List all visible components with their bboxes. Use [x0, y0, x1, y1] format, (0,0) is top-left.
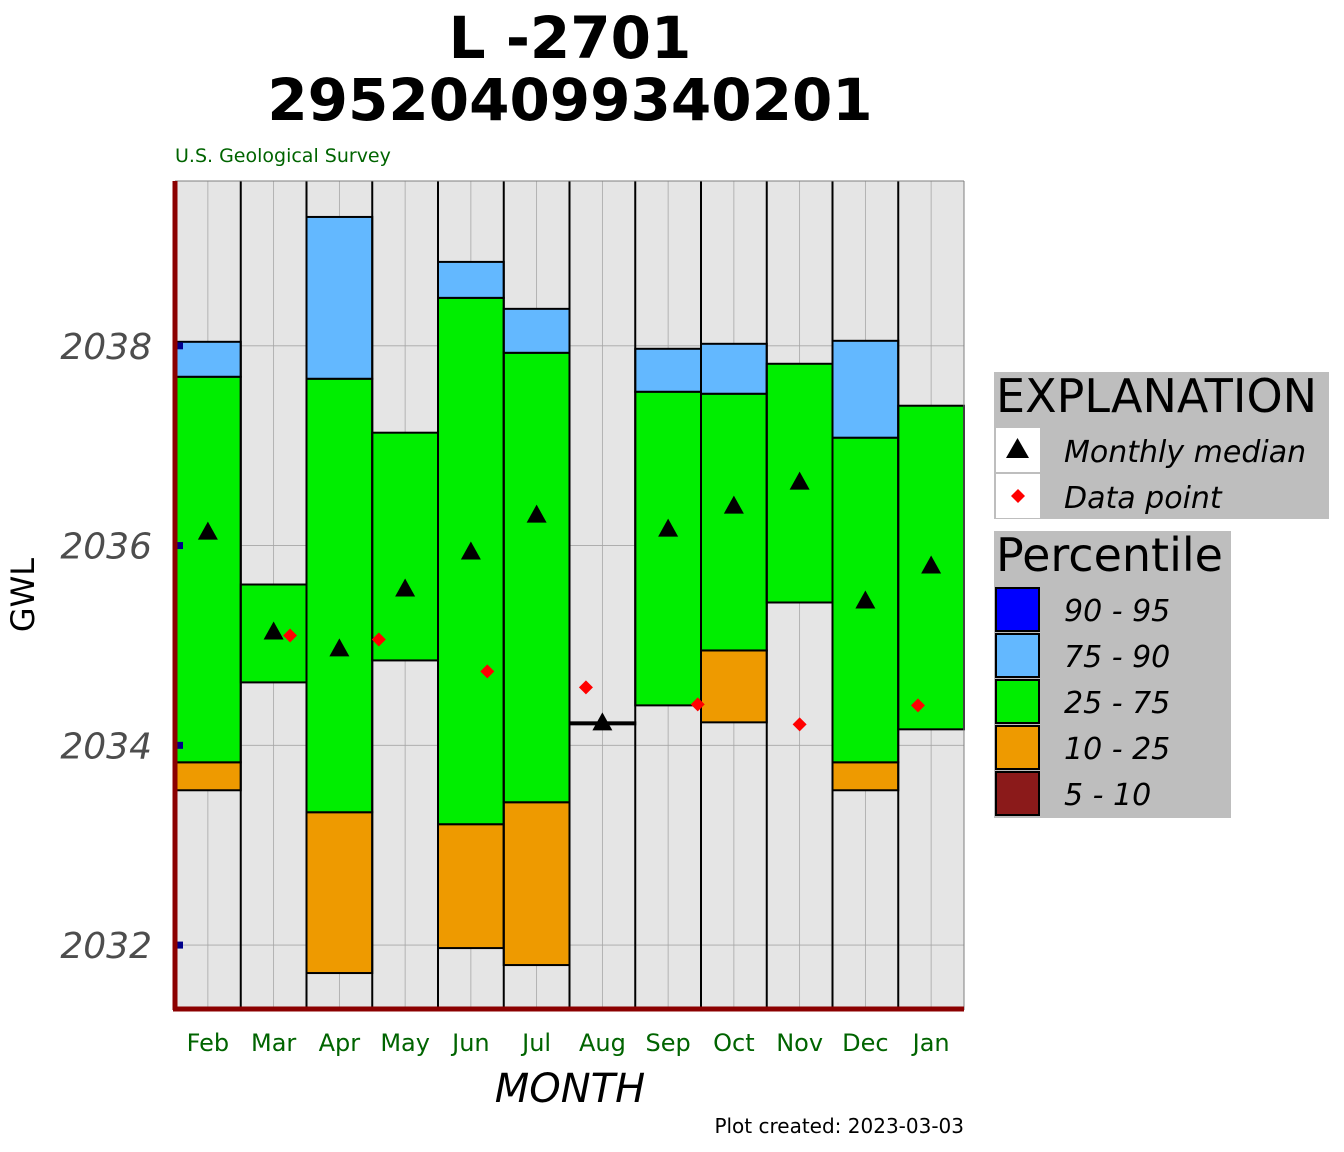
band-75-90 — [634, 347, 702, 393]
y-tick-label: 2036 — [60, 527, 152, 568]
axis-marker — [176, 542, 183, 550]
axis-marker — [176, 941, 183, 949]
y-tick-label: 2034 — [60, 726, 152, 767]
x-tick-labels: Feb Mar Apr May Jun Jul Aug Sep Oct Nov Dec Jan — [187, 1029, 950, 1057]
median-marker — [855, 590, 876, 609]
band-10-25 — [831, 761, 900, 792]
band-75-90 — [831, 339, 900, 439]
data-point — [283, 628, 298, 643]
x-tick-label: Aug — [579, 1029, 626, 1057]
legend-percentile-title: Percentile — [996, 528, 1223, 582]
x-tick-label: Jun — [450, 1029, 490, 1057]
legend-percentile-label: 10 - 25 — [1064, 732, 1170, 767]
legend-percentile-swatch — [995, 587, 1040, 632]
legend-percentile-label: 75 - 90 — [1064, 640, 1170, 675]
legend-percentile-swatch — [995, 771, 1040, 816]
band-25-75 — [437, 296, 505, 826]
band-25-75 — [634, 390, 702, 707]
legend-percentile-swatch — [995, 725, 1040, 770]
x-tick-label: Oct — [713, 1029, 755, 1057]
y-tick-label: 2032 — [60, 926, 152, 967]
y-axis-label: GWL — [4, 558, 42, 632]
band-10-25 — [305, 811, 374, 975]
band-10-25 — [437, 823, 505, 950]
axis-markers — [176, 342, 183, 949]
x-tick-label: Apr — [319, 1029, 361, 1057]
legend-median-icon — [1006, 438, 1029, 458]
month-dividers — [175, 180, 965, 1010]
band-10-25 — [700, 649, 768, 724]
band-10-25 — [174, 761, 242, 792]
median-marker — [329, 638, 350, 657]
x-tick-label: Nov — [776, 1029, 823, 1057]
legend-explanation-title: EXPLANATION — [996, 369, 1317, 423]
legend-median-label: Monthly median — [1064, 435, 1306, 470]
data-point — [578, 680, 593, 695]
median-marker — [460, 541, 481, 560]
x-tick-label: Jul — [520, 1029, 551, 1057]
x-tick-label: Feb — [187, 1029, 230, 1057]
data-point — [792, 717, 807, 732]
axis-marker — [176, 342, 183, 350]
y-tick-label: 2038 — [60, 327, 152, 368]
band-75-90 — [700, 342, 768, 395]
median-marker — [723, 495, 744, 514]
band-10-25 — [502, 801, 571, 967]
data-point — [910, 698, 925, 713]
band-75-90 — [305, 215, 374, 380]
legend-percentile-label: 25 - 75 — [1064, 686, 1170, 721]
median-marker — [526, 504, 547, 523]
x-axis-label: MONTH — [495, 1066, 645, 1112]
band-25-75 — [305, 377, 374, 814]
band-25-75 — [174, 375, 242, 764]
chart-title-line1: L -2701 — [449, 4, 692, 72]
median-marker — [658, 518, 679, 537]
median-marker — [921, 555, 942, 574]
legend-percentile-items: 90 - 95 75 - 90 25 - 75 10 - 25 5 - 10 — [995, 587, 1170, 816]
x-tick-label: Jan — [911, 1029, 950, 1057]
band-75-90 — [502, 307, 571, 354]
legend-percentile-swatch — [995, 679, 1040, 724]
chart-subtitle: U.S. Geological Survey — [175, 145, 391, 167]
legend: EXPLANATION Monthly median Data point Pe… — [994, 369, 1329, 818]
legend-data-point-icon — [1011, 489, 1025, 503]
median-marker — [395, 578, 416, 597]
legend-percentile-swatch — [995, 633, 1040, 678]
x-tick-label: May — [380, 1029, 430, 1057]
median-markers — [197, 471, 942, 731]
legend-data-point-label: Data point — [1064, 481, 1223, 516]
median-marker — [592, 712, 613, 731]
x-tick-label: Sep — [646, 1029, 691, 1057]
x-tick-label: Mar — [251, 1029, 296, 1057]
y-tick-labels: 2032 2034 2036 2038 — [60, 327, 152, 967]
data-point — [690, 697, 705, 712]
band-25-75 — [700, 392, 768, 652]
median-marker — [789, 471, 810, 490]
band-25-75 — [502, 351, 571, 804]
data-point — [371, 632, 386, 647]
band-25-75 — [371, 431, 439, 662]
median-marker — [197, 521, 218, 540]
percentile-bands — [174, 215, 965, 975]
legend-explanation-bg — [994, 372, 1329, 519]
x-tick-label: Dec — [842, 1029, 888, 1057]
data-point-markers — [283, 628, 925, 732]
plot-created-note: Plot created: 2023-03-03 — [714, 1114, 964, 1138]
chart-title-line2: 295204099340201 — [267, 66, 872, 134]
axis-marker — [176, 741, 183, 749]
median-marker — [263, 621, 284, 640]
legend-percentile-label: 5 - 10 — [1064, 778, 1151, 813]
band-75-90 — [174, 340, 242, 378]
legend-percentile-label: 90 - 95 — [1064, 594, 1170, 629]
band-75-90 — [437, 260, 505, 299]
data-point — [480, 664, 495, 679]
